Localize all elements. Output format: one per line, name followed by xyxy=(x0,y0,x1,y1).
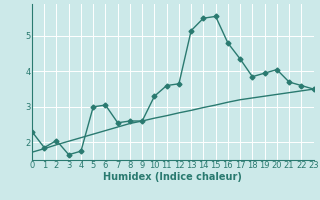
X-axis label: Humidex (Indice chaleur): Humidex (Indice chaleur) xyxy=(103,172,242,182)
